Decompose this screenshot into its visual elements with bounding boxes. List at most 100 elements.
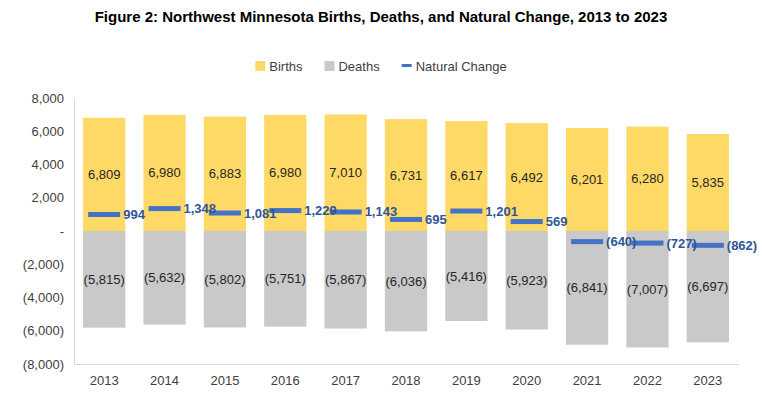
data-labels: 6,8096,9806,8836,9807,0106,7316,6176,492…: [84, 165, 758, 297]
bar: [143, 231, 185, 325]
data-label: 6,731: [390, 168, 423, 183]
legend-item: Deaths: [324, 59, 380, 74]
legend-item: Natural Change: [402, 59, 507, 74]
data-label: 1,229: [304, 203, 337, 218]
y-tick-label: (8,000): [23, 357, 64, 372]
marks: [83, 114, 729, 347]
y-tick: (2,000): [23, 257, 74, 272]
bar: [385, 231, 427, 331]
x-tick: 2018: [392, 364, 421, 388]
data-label: (5,923): [506, 273, 547, 288]
data-label: 7,010: [329, 165, 362, 180]
x-tick: 2022: [633, 364, 662, 388]
bar: [687, 134, 729, 231]
data-label: 695: [425, 212, 447, 227]
data-label: 6,280: [631, 171, 664, 186]
legend-label: Births: [269, 59, 303, 74]
x-tick-label: 2014: [150, 373, 179, 388]
marker: [511, 219, 543, 224]
y-tick-label: 2,000: [31, 190, 64, 205]
x-tick-label: 2013: [90, 373, 119, 388]
y-tick-label: 6,000: [31, 124, 64, 139]
data-label: 6,883: [209, 166, 242, 181]
data-label: (5,802): [204, 272, 245, 287]
marker: [571, 239, 603, 244]
data-label: 6,492: [510, 170, 543, 185]
x-tick-label: 2021: [573, 373, 602, 388]
bar: [445, 231, 487, 321]
y-tick-label: (2,000): [23, 257, 64, 272]
y-tick-label: 4,000: [31, 157, 64, 172]
x-tick-label: 2023: [693, 373, 722, 388]
y-tick: (8,000): [23, 357, 74, 372]
x-tick: 2021: [573, 364, 602, 388]
data-label: (6,841): [566, 280, 607, 295]
bar: [566, 128, 608, 231]
marker: [450, 209, 482, 214]
data-label: 569: [546, 214, 568, 229]
legend-label: Natural Change: [416, 59, 507, 74]
marker: [88, 212, 120, 217]
data-label: 6,980: [269, 165, 302, 180]
x-tick-label: 2020: [512, 373, 541, 388]
chart-container: Figure 2: Northwest Minnesota Births, De…: [0, 0, 762, 411]
data-label: (640): [606, 234, 636, 249]
y-tick: 8,000: [31, 91, 74, 106]
data-label: (6,036): [385, 274, 426, 289]
x-tick-label: 2019: [452, 373, 481, 388]
legend-swatch: [402, 64, 412, 67]
y-axis-line: [74, 99, 75, 365]
data-label: 6,809: [88, 167, 121, 182]
x-tick: 2020: [512, 364, 541, 388]
legend-item: Births: [255, 59, 303, 74]
data-label: 1,081: [244, 206, 277, 221]
x-tick: 2013: [90, 364, 119, 388]
legend-swatch: [324, 61, 334, 71]
x-tick: 2019: [452, 364, 481, 388]
data-label: 1,201: [485, 204, 518, 219]
data-label: (5,751): [265, 271, 306, 286]
data-label: 6,617: [450, 168, 483, 183]
x-tick-label: 2022: [633, 373, 662, 388]
plot: (8,000) (6,000) (4,000) (2,000) - 2,000 4,000 6…: [23, 91, 757, 389]
data-label: 1,143: [365, 204, 398, 219]
bar: [566, 231, 608, 345]
data-label: (6,697): [687, 279, 728, 294]
chart-svg: Figure 2: Northwest Minnesota Births, De…: [0, 0, 762, 411]
y-tick: 2,000: [31, 190, 74, 205]
chart-title: Figure 2: Northwest Minnesota Births, De…: [95, 8, 668, 25]
legend-swatch: [255, 61, 265, 71]
y-tick: (6,000): [23, 323, 74, 338]
bar: [83, 118, 125, 231]
data-label: (5,632): [144, 270, 185, 285]
x-tick: 2016: [271, 364, 300, 388]
bar: [506, 231, 548, 329]
x-tick-label: 2018: [392, 373, 421, 388]
data-label: (5,867): [325, 272, 366, 287]
x-tick-label: 2016: [271, 373, 300, 388]
bar: [143, 115, 185, 231]
bar: [264, 231, 306, 327]
data-label: 994: [123, 207, 145, 222]
y-tick-label: (4,000): [23, 290, 64, 305]
x-tick: 2017: [331, 364, 360, 388]
data-label: (5,416): [446, 269, 487, 284]
bar: [83, 231, 125, 328]
data-label: 5,835: [692, 175, 725, 190]
bar: [445, 121, 487, 231]
y-tick: 4,000: [31, 157, 74, 172]
legend-label: Deaths: [338, 59, 380, 74]
y-tick-label: 8,000: [31, 91, 64, 106]
data-label: (7,007): [627, 282, 668, 297]
x-tick: 2015: [210, 364, 239, 388]
y-axis: (8,000) (6,000) (4,000) (2,000) - 2,000 4,000 6…: [23, 91, 75, 372]
y-tick-label: -: [60, 224, 64, 239]
data-label: 6,201: [571, 172, 604, 187]
x-axis: 2013 2014 2015 2016 2017 2018 2019 2020 2021 2022…: [75, 364, 739, 388]
data-label: (727): [666, 236, 696, 251]
y-tick: 6,000: [31, 124, 74, 139]
x-tick: 2023: [693, 364, 722, 388]
bar: [626, 127, 668, 231]
y-tick-label: (6,000): [23, 323, 64, 338]
x-axis-line: [75, 364, 739, 365]
